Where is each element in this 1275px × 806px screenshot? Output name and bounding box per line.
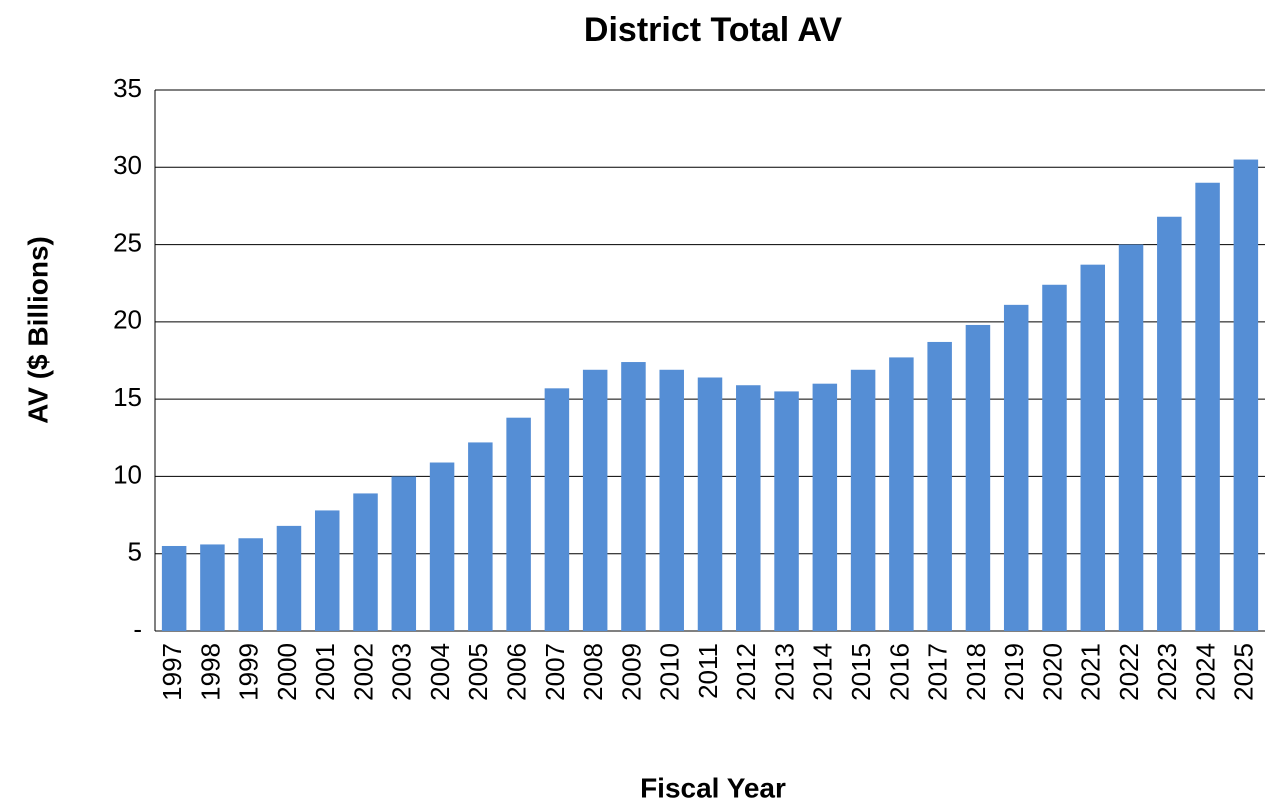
bar xyxy=(429,462,455,631)
bar xyxy=(697,377,723,631)
bar xyxy=(1157,216,1182,631)
x-tick-label: 2021 xyxy=(1076,643,1106,701)
y-tick-label: 10 xyxy=(113,459,142,489)
bar xyxy=(353,493,378,631)
bar xyxy=(238,538,263,631)
y-tick-label: 25 xyxy=(113,227,142,257)
bar xyxy=(621,362,646,631)
bar xyxy=(1195,182,1220,631)
x-tick-label: 2007 xyxy=(540,643,570,701)
x-tick-label: 1998 xyxy=(195,643,225,701)
x-tick-label: 2004 xyxy=(425,643,455,701)
chart-title: District Total AV xyxy=(584,11,842,49)
bar xyxy=(965,324,991,631)
x-tick-label: 2012 xyxy=(731,643,761,701)
y-tick-label: 35 xyxy=(113,73,142,103)
x-tick-label: 2005 xyxy=(463,643,493,701)
bar xyxy=(506,417,531,631)
x-tick-label: 2023 xyxy=(1152,643,1182,701)
bar xyxy=(850,369,876,631)
x-tick-label: 2020 xyxy=(1037,643,1067,701)
y-axis-title: AV ($ Billions) xyxy=(22,236,53,424)
bar xyxy=(889,357,914,631)
x-tick-label: 2011 xyxy=(693,643,723,699)
x-tick-label: 2002 xyxy=(348,643,378,701)
bar xyxy=(1118,244,1144,632)
bar xyxy=(582,369,608,631)
bar xyxy=(659,369,684,631)
y-tick-label: 30 xyxy=(113,150,142,180)
x-tick-label: 2014 xyxy=(808,643,838,701)
bar xyxy=(544,388,570,631)
x-tick-label: 2003 xyxy=(387,643,417,701)
x-tick-label: 2019 xyxy=(999,643,1029,701)
x-tick-label: 2001 xyxy=(310,643,340,701)
bar xyxy=(276,525,302,631)
bar xyxy=(812,383,838,631)
x-tick-label: 2025 xyxy=(1229,643,1259,701)
x-tick-label: 2000 xyxy=(272,643,302,701)
x-tick-label: 2016 xyxy=(884,643,914,701)
x-tick-label: 2009 xyxy=(616,643,646,701)
y-tick-label: - xyxy=(133,614,142,644)
x-tick-label: 2017 xyxy=(923,643,953,701)
bar xyxy=(391,476,417,631)
x-tick-label: 1997 xyxy=(157,643,187,701)
x-tick-label: 2022 xyxy=(1114,643,1144,701)
bar xyxy=(927,341,952,631)
bar xyxy=(161,545,187,631)
y-tick-label: 15 xyxy=(113,382,142,412)
bar xyxy=(1003,304,1029,631)
x-tick-label: 2018 xyxy=(961,643,991,701)
bar xyxy=(200,544,225,631)
bar xyxy=(774,391,799,631)
bar xyxy=(468,442,493,631)
bar xyxy=(736,385,761,631)
y-tick-label: 20 xyxy=(113,305,142,335)
x-tick-label: 1999 xyxy=(234,643,264,701)
x-tick-label: 2013 xyxy=(769,643,799,701)
x-tick-label: 2015 xyxy=(846,643,876,701)
bar xyxy=(1233,159,1259,632)
x-tick-label: 2006 xyxy=(501,643,531,701)
bar xyxy=(1080,264,1106,631)
x-tick-label: 2008 xyxy=(578,643,608,701)
x-tick-label: 2024 xyxy=(1190,643,1220,701)
bar xyxy=(1042,284,1067,631)
bar xyxy=(314,510,340,631)
x-tick-label: 2010 xyxy=(655,643,685,701)
x-axis-title: Fiscal Year xyxy=(640,772,786,803)
y-tick-label: 5 xyxy=(128,537,142,567)
